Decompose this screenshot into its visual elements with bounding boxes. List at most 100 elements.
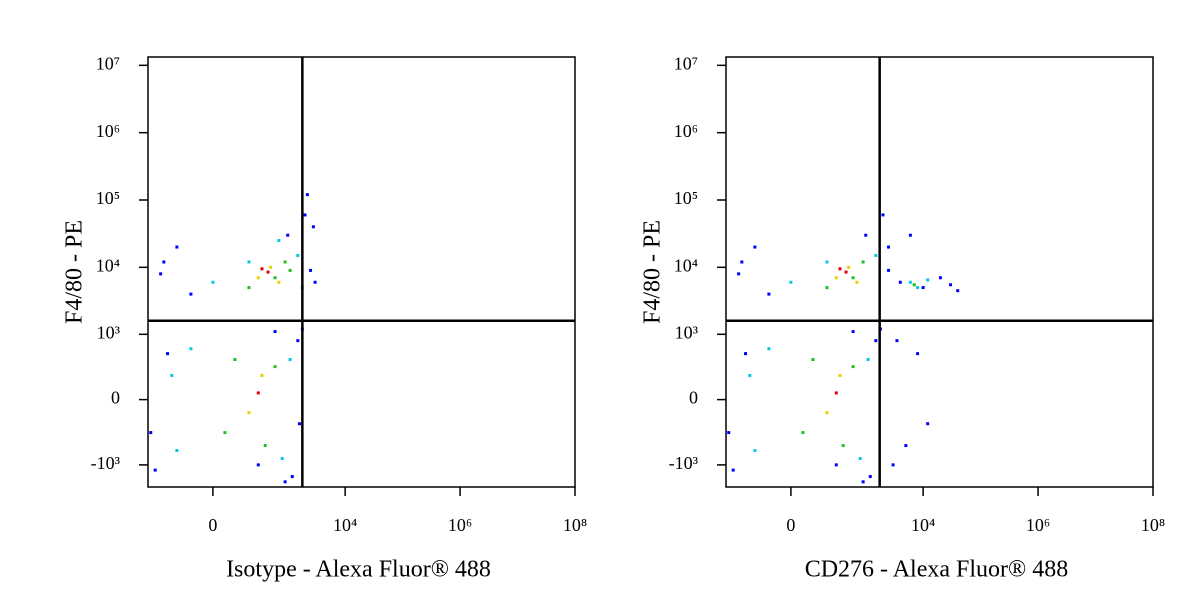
event-dot — [841, 444, 845, 448]
event-dot — [159, 272, 163, 276]
y-axis-title: F4/80 - PE — [62, 220, 88, 324]
event-dot — [838, 373, 842, 377]
event-dot — [290, 475, 294, 479]
event-dot — [904, 444, 908, 448]
event-dot — [162, 260, 166, 264]
event-dot — [266, 270, 270, 274]
event-dot — [887, 268, 891, 272]
y-tick-label: -10³ — [91, 453, 121, 473]
event-dot — [851, 330, 855, 334]
event-dot — [851, 365, 855, 369]
event-dot — [753, 449, 757, 453]
event-dot — [847, 265, 851, 269]
event-dot — [851, 276, 855, 280]
event-dot — [256, 463, 260, 467]
y-tick-label: 10³ — [97, 322, 121, 342]
event-dot — [938, 276, 942, 280]
event-dot — [297, 422, 301, 426]
event-dot — [175, 449, 179, 453]
event-dot — [247, 286, 251, 290]
x-tick-label: 0 — [208, 515, 217, 535]
event-dot — [256, 391, 260, 395]
event-dot — [303, 213, 307, 217]
event-dot — [916, 352, 920, 356]
event-dot — [956, 289, 960, 293]
event-dot — [908, 280, 912, 284]
event-dot — [811, 358, 815, 362]
event-dot — [891, 463, 895, 467]
event-dot — [895, 339, 899, 343]
event-dot — [313, 280, 317, 284]
y-tick-label: 10⁴ — [674, 255, 698, 275]
event-dot — [789, 280, 793, 284]
x-tick-label: 10⁴ — [333, 515, 357, 535]
y-tick-label: 0 — [111, 388, 120, 408]
event-dot — [825, 260, 829, 264]
event-dot — [825, 411, 829, 415]
y-tick-label: 10⁶ — [96, 121, 120, 141]
event-dot — [801, 431, 805, 435]
event-dot — [881, 213, 885, 217]
event-dot — [273, 330, 277, 334]
event-dot — [838, 267, 842, 271]
event-dot — [858, 457, 862, 461]
event-dot — [864, 233, 868, 237]
event-dot — [288, 268, 292, 272]
event-dot — [834, 463, 838, 467]
x-tick-label: 10⁴ — [911, 515, 935, 535]
event-dot — [866, 358, 870, 362]
event-dot — [825, 286, 829, 290]
event-dot — [753, 245, 757, 249]
event-dot — [247, 411, 251, 415]
event-dot — [296, 339, 300, 343]
event-dot — [861, 480, 865, 484]
event-dot — [844, 270, 848, 274]
event-dot — [731, 468, 735, 472]
event-dot — [166, 352, 170, 356]
event-dot — [949, 283, 953, 287]
y-tick-label: 10³ — [675, 322, 699, 342]
event-dot — [189, 292, 193, 296]
event-dot — [247, 260, 251, 264]
y-tick-label: 10⁷ — [96, 53, 120, 73]
event-dot — [908, 233, 912, 237]
y-tick-label: 10⁵ — [96, 188, 120, 208]
event-dot — [727, 431, 731, 435]
event-dot — [260, 373, 264, 377]
event-dot — [211, 280, 215, 284]
y-tick-label: 10⁷ — [674, 53, 698, 73]
event-dot — [834, 276, 838, 280]
event-dot — [296, 253, 300, 257]
event-dot — [277, 239, 281, 243]
event-dot — [744, 352, 748, 356]
event-dot — [273, 276, 277, 280]
event-dot — [309, 268, 313, 272]
x-axis-title: Isotype - Alexa Fluor® 488 — [226, 557, 491, 583]
event-dot — [916, 286, 920, 290]
event-dot — [280, 457, 284, 461]
x-axis-title: CD276 - Alexa Fluor® 488 — [805, 557, 1069, 583]
event-dot — [767, 347, 771, 351]
event-dot — [269, 265, 273, 269]
event-dot — [740, 260, 744, 264]
event-dot — [912, 283, 916, 287]
x-tick-label: 10⁶ — [1026, 515, 1050, 535]
y-tick-label: 0 — [689, 388, 698, 408]
event-dot — [874, 253, 878, 257]
y-tick-label: 10⁶ — [674, 121, 698, 141]
plot-frame — [147, 56, 576, 488]
plot-frame — [725, 56, 1154, 488]
event-dot — [834, 391, 838, 395]
event-dot — [256, 276, 260, 280]
x-tick-label: 10⁶ — [448, 515, 472, 535]
event-dot — [273, 365, 277, 369]
event-dot — [748, 373, 752, 377]
x-tick-label: 0 — [786, 515, 795, 535]
event-dot — [283, 480, 287, 484]
event-dot — [233, 358, 237, 362]
event-dot — [175, 245, 179, 249]
y-tick-label: -10³ — [669, 453, 699, 473]
event-dot — [861, 260, 865, 264]
event-dot — [737, 272, 741, 276]
